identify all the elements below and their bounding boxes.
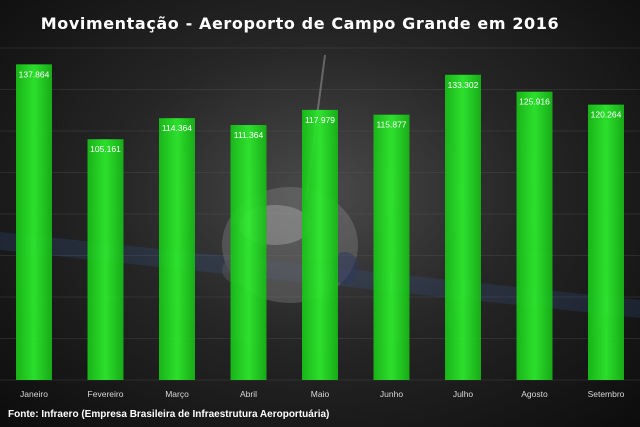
x-tick-label: Junho [380,389,403,399]
bar-janeiro [16,64,52,380]
x-tick-label: Julho [453,389,474,399]
x-tick-labels: Janeiro Fevereiro Março Abril Maio Junho Julho… [20,389,625,399]
x-tick-label: Abril [240,389,257,399]
value-label: 125.916 [519,97,550,107]
bar-abril [230,125,267,381]
x-tick-label: Agosto [521,389,548,399]
x-tick-label: Fevereiro [88,389,124,399]
bar-março [159,118,195,380]
source-note: Fonte: Infraero (Empresa Brasileira de I… [8,409,330,420]
bar-setembro [588,104,624,381]
value-label: 115.877 [376,120,406,130]
value-label: 137.864 [19,69,50,79]
x-tick-label: Janeiro [20,389,48,399]
value-label: 117.979 [305,115,335,125]
value-label: 111.364 [234,130,264,140]
x-tick-label: Maio [311,389,330,399]
bars [16,64,624,381]
chart-title: Movimentação - Aeroporto de Campo Grande… [40,14,560,33]
bar-maio [302,109,338,380]
x-tick-label: Março [165,389,189,399]
value-label: 120.264 [591,110,622,120]
value-label: 105.161 [90,144,121,154]
bar-junho [373,114,410,380]
bar-julho [445,74,481,380]
bar-agosto [516,91,553,381]
bar-fevereiro [87,139,124,380]
value-labels: 137.864 105.161 114.364 111.364 117.979 115.8… [19,69,622,154]
value-label: 114.364 [162,123,192,133]
value-label: 133.302 [448,80,479,90]
x-tick-label: Setembro [588,389,625,399]
